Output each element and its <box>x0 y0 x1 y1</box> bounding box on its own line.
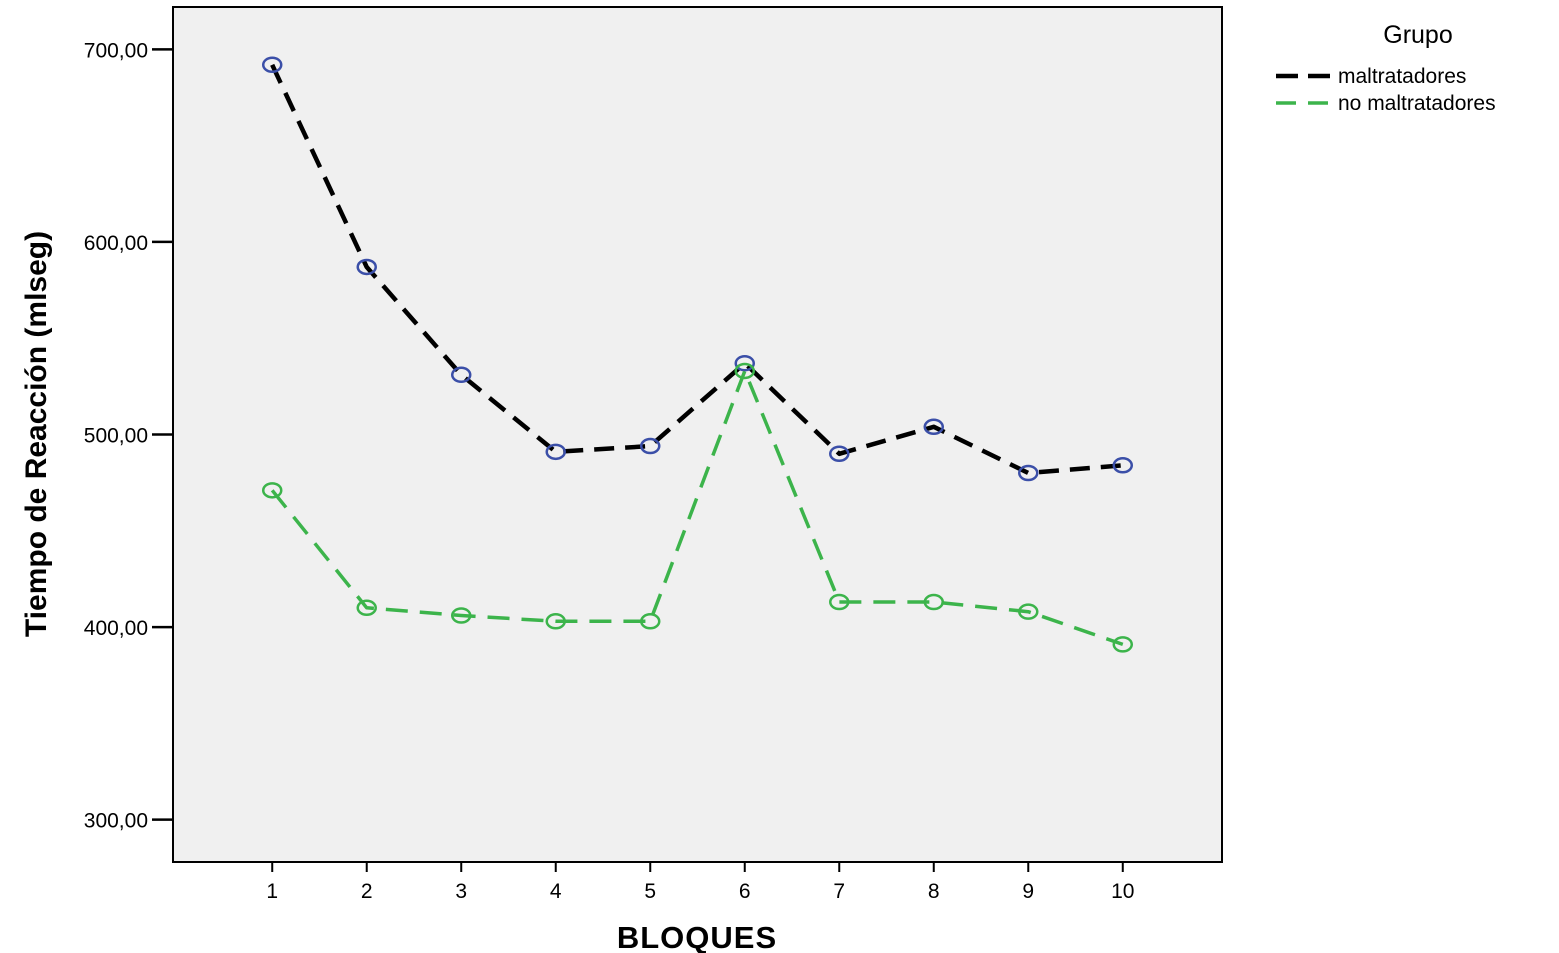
x-tick-label-10: 10 <box>1111 880 1134 903</box>
y-axis-title: Tiempo de Reacción (mlseg) <box>20 231 53 637</box>
data-point-maltratadores-10 <box>1112 457 1134 474</box>
data-point-no-maltratadores-9 <box>1018 603 1039 620</box>
x-tick-label-4: 4 <box>550 880 562 903</box>
data-point-maltratadores-3 <box>450 366 472 384</box>
data-point-no-maltratadores-5 <box>639 613 661 630</box>
data-point-no-maltratadores-1 <box>261 482 283 499</box>
data-point-no-maltratadores-2 <box>356 599 377 617</box>
data-point-no-maltratadores-8 <box>923 593 945 611</box>
x-tick-label-5: 5 <box>644 880 656 903</box>
legend: Grupo maltratadores no maltratadores <box>1276 21 1496 115</box>
data-point-no-maltratadores-3 <box>450 607 472 624</box>
x-tick-label-7: 7 <box>833 880 845 903</box>
legend-label-no-maltratadores: no maltratadores <box>1338 92 1496 115</box>
x-tick-label-1: 1 <box>266 880 278 903</box>
data-point-maltratadores-7 <box>829 445 850 463</box>
data-point-no-maltratadores-7 <box>829 593 850 611</box>
x-tick-label-2: 2 <box>361 880 373 903</box>
data-point-maltratadores-1 <box>261 56 283 74</box>
data-point-maltratadores-9 <box>1018 464 1039 482</box>
data-point-maltratadores-5 <box>639 437 661 455</box>
data-point-no-maltratadores-10 <box>1112 636 1134 653</box>
series-layer <box>261 56 1134 653</box>
data-point-maltratadores-2 <box>356 258 377 276</box>
data-point-no-maltratadores-6 <box>734 362 756 380</box>
data-point-no-maltratadores-4 <box>545 613 566 630</box>
legend-title: Grupo <box>1383 21 1452 49</box>
x-tick-label-3: 3 <box>455 880 467 903</box>
y-tick-label-300: 300,00 <box>84 810 148 833</box>
legend-label-maltratadores: maltratadores <box>1338 65 1466 88</box>
plot-area <box>172 6 1223 863</box>
y-tick-label-500: 500,00 <box>84 425 148 448</box>
series-line-no-maltratadores <box>270 369 1124 647</box>
data-point-maltratadores-6 <box>734 355 756 372</box>
x-tick-label-6: 6 <box>739 880 751 903</box>
y-tick-label-600: 600,00 <box>84 232 148 255</box>
y-tick-label-400: 400,00 <box>84 617 148 640</box>
y-tick-label-700: 700,00 <box>84 39 148 62</box>
y-axis: 300,00 400,00 500,00 600,00 700,00 <box>84 39 173 833</box>
x-axis-title: BLOQUES <box>617 920 777 953</box>
x-axis: 1 2 3 4 5 6 7 8 9 10 <box>266 862 1134 903</box>
data-point-maltratadores-8 <box>923 418 945 436</box>
data-point-maltratadores-4 <box>545 443 566 461</box>
x-tick-label-9: 9 <box>1022 880 1034 903</box>
series-line-maltratadores <box>270 63 1123 476</box>
x-tick-label-8: 8 <box>928 880 940 903</box>
